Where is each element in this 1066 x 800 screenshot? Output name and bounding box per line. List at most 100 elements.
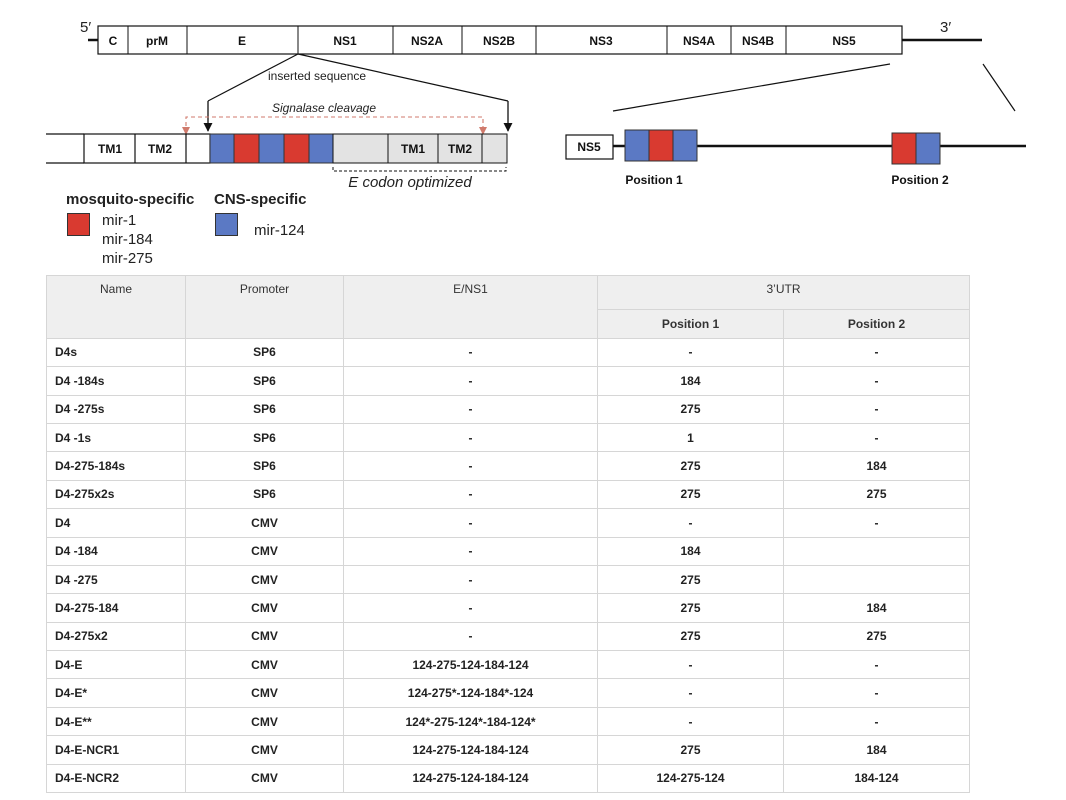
cell-ens1: 124-275-124-184-124 (343, 650, 598, 680)
optimized-tm2-label: TM2 (448, 142, 472, 156)
cell-name: D4 -275s (46, 394, 186, 424)
segment-ns4b-label: NS4B (742, 34, 774, 48)
table-body: D4s SP6- - - D4 -184s SP6-184- D4 -275s SP6-275… (46, 337, 971, 794)
cell-position-2: - (782, 422, 971, 453)
segment-ns1-label: NS1 (333, 34, 357, 48)
cell-promoter: CMV (185, 593, 344, 623)
mir-124-box (258, 133, 285, 164)
cell-promoter: CMV (185, 621, 344, 652)
legend-cns-swatch (215, 213, 238, 236)
table-row: D4s SP6- - - (46, 337, 971, 368)
five-prime-label: 5′ (80, 19, 91, 36)
cell-position-2: 184 (782, 593, 971, 623)
cell-position-2: 275 (782, 621, 971, 652)
cell-name: D4-E* (46, 678, 186, 708)
header-position-1: Position 1 (597, 309, 784, 339)
legend-cns-title: CNS-specific (214, 191, 307, 208)
cell-ens1: - (343, 451, 598, 481)
cell-promoter: CMV (185, 650, 344, 680)
header-3utr: 3’UTR (596, 274, 971, 311)
cell-ens1: - (343, 394, 598, 424)
cell-promoter: CMV (185, 706, 344, 737)
cell-ens1: 124-275-124-184-124 (343, 735, 598, 765)
cell-position-1: - (597, 337, 784, 368)
signalase-cleavage-label: Signalase cleavage (272, 101, 376, 115)
position2-label: Position 2 (891, 173, 949, 187)
cell-promoter: CMV (185, 763, 344, 794)
genome-box (97, 25, 903, 55)
cell-promoter: SP6 (185, 337, 344, 368)
cell-promoter: CMV (185, 678, 344, 708)
table-row: D4-E** CMV 124*-275-124*-184-124* - - (46, 706, 971, 737)
segment-ns2a-label: NS2A (411, 34, 443, 48)
table-row: D4-275x2s SP6-275 275 (46, 479, 971, 510)
cell-position-2: - (782, 678, 971, 708)
cell-position-2: - (782, 394, 971, 424)
optimized-label: E codon optimized (348, 174, 472, 191)
signalase-cleavage: Signalase cleavage (182, 101, 487, 135)
table-row: D4-E-NCR1 CMV 124-275-124-184-124 275 184 (46, 735, 971, 765)
table-row: D4 -184 CMV -184 (46, 536, 971, 566)
legend-cns: CNS-specific mir-124 (214, 191, 334, 251)
cell-promoter: SP6 (185, 366, 344, 396)
cell-name: D4-E (46, 650, 186, 680)
ns5-box (565, 134, 614, 160)
utr-zoom: NS5 Position 1 Position 2 (565, 63, 1026, 187)
cell-position-1: 275 (597, 735, 784, 765)
segment-e-label: E (238, 34, 246, 48)
cell-name: D4 (46, 508, 186, 538)
cell-name: D4-E-NCR2 (46, 763, 186, 794)
segment-c-label: C (109, 34, 118, 48)
cell-position-1: 124-275-124 (597, 763, 784, 794)
cell-ens1: - (343, 479, 598, 510)
cell-position-1: 275 (597, 593, 784, 623)
cell-promoter: CMV (185, 735, 344, 765)
cell-position-2: 184-124 (782, 763, 971, 794)
table-row: D4-275-184 CMV -275 184 (46, 593, 971, 623)
cell-promoter: CMV (185, 508, 344, 538)
cell-position-2: 184 (782, 451, 971, 481)
legend-mosquito-title: mosquito-specific (66, 191, 195, 208)
cell-position-2 (782, 536, 971, 566)
table-row: D4-275x2 CMV -275 275 (46, 621, 971, 652)
insert-tm2-label: TM2 (148, 142, 172, 156)
cell-ens1: - (343, 621, 598, 652)
cell-position-2: - (782, 650, 971, 680)
table-row: D4 -184s SP6-184- (46, 366, 971, 396)
insert-tm-box (83, 133, 211, 164)
insert-construct: TM1 TM2 TM1 TM2 E codon optimized (46, 133, 508, 191)
segment-ns5-label: NS5 (832, 34, 856, 48)
position2-mir124-box (915, 132, 941, 165)
cell-ens1: - (343, 564, 598, 595)
segment-ns2b-label: NS2B (483, 34, 515, 48)
cell-ens1: 124-275*-124-184*-124 (343, 678, 598, 708)
cell-name: D4-275x2 (46, 621, 186, 652)
cell-name: D4 -275 (46, 564, 186, 595)
cell-position-1: 184 (597, 366, 784, 396)
cell-promoter: SP6 (185, 394, 344, 424)
insert-tm1-label: TM1 (98, 142, 122, 156)
optimized-tm1-label: TM1 (401, 142, 425, 156)
cell-name: D4-275x2s (46, 479, 186, 510)
cell-name: D4-E** (46, 706, 186, 737)
position1-mir124-box (672, 129, 698, 162)
cell-ens1: - (343, 536, 598, 566)
insert-arrow-left (207, 53, 299, 102)
legend-item-mir-124: mir-124 (254, 222, 305, 239)
table-row: D4 -275s SP6-275- (46, 394, 971, 424)
table-row: D4 -275 CMV -275 (46, 564, 971, 595)
insert-arrow-right (297, 53, 509, 102)
cell-promoter: SP6 (185, 479, 344, 510)
header-position-2: Position 2 (782, 309, 971, 339)
segment-ns3-label: NS3 (589, 34, 613, 48)
position1-mir124-box (624, 129, 650, 162)
mir-275-box (233, 133, 260, 164)
header-name: Name (46, 275, 186, 339)
cell-promoter: CMV (185, 564, 344, 595)
cell-position-1: 275 (597, 621, 784, 652)
three-prime-label: 3′ (940, 19, 951, 36)
legend-mosquito: mosquito-specific mir-1 mir-184 mir-275 (66, 191, 216, 271)
cell-position-2: - (782, 366, 971, 396)
inserted-sequence-label: inserted sequence (268, 69, 366, 83)
table-row: D4 -1s SP6-1- (46, 422, 971, 453)
